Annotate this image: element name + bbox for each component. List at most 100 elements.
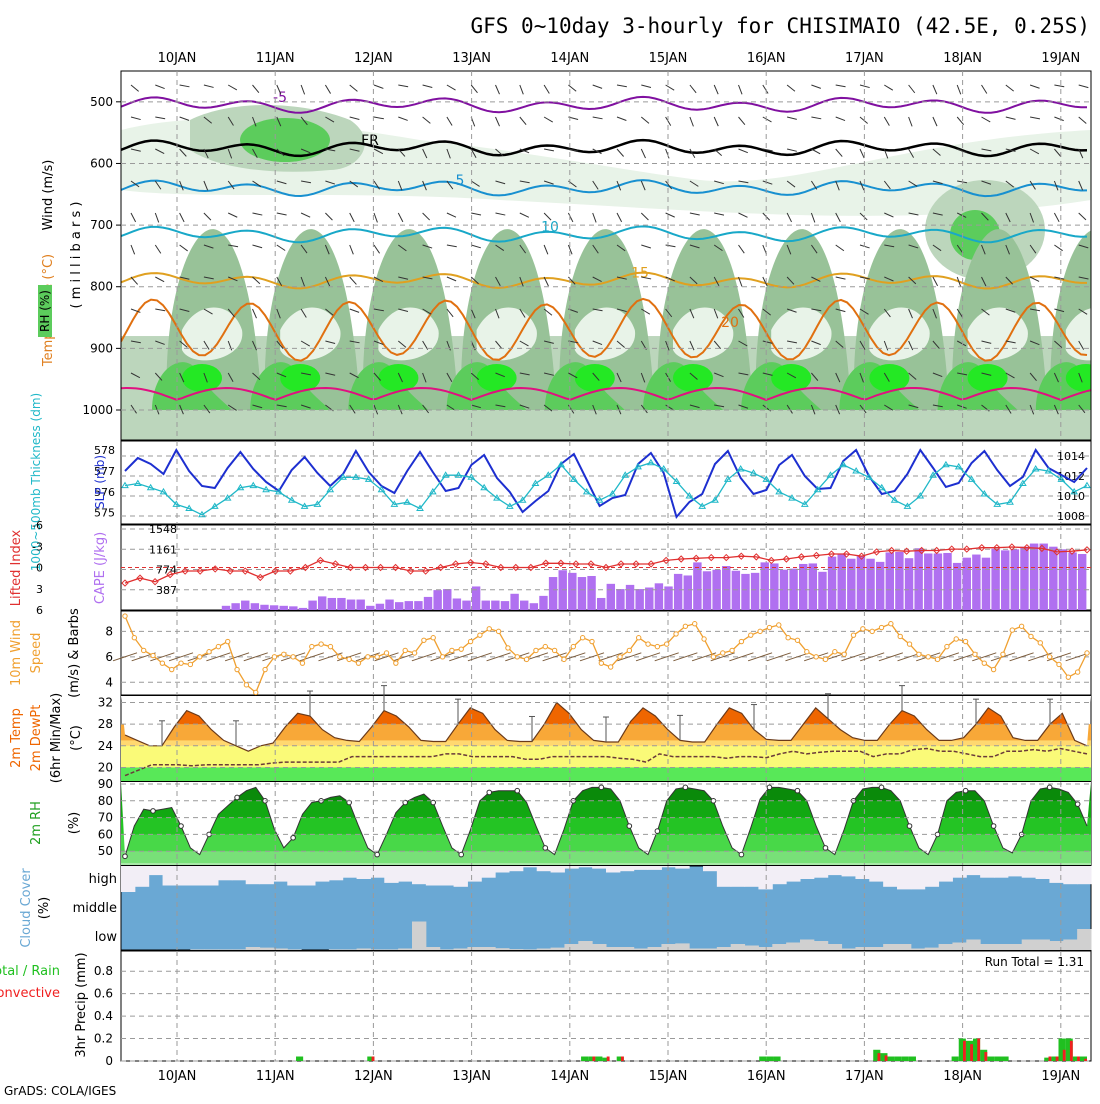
wind-barb bbox=[956, 308, 964, 318]
wind-barb bbox=[252, 308, 257, 319]
li-point bbox=[121, 579, 129, 587]
wind-speed-point bbox=[365, 654, 371, 660]
wind-barb bbox=[1029, 244, 1037, 254]
wind-speed-point bbox=[449, 647, 455, 654]
cape-bar bbox=[673, 573, 683, 610]
cape-bar bbox=[779, 569, 789, 610]
surface-wind-barb bbox=[635, 652, 661, 662]
wind-barb bbox=[616, 276, 627, 280]
li-point bbox=[151, 577, 159, 586]
cloud-high-cell bbox=[509, 866, 524, 872]
wind-barb bbox=[738, 84, 743, 95]
wind-barb bbox=[519, 372, 530, 376]
cloud-high-cell bbox=[592, 866, 607, 869]
wind-barb bbox=[1005, 244, 1010, 255]
wind-speed-point bbox=[197, 654, 203, 660]
thickness-point bbox=[839, 460, 848, 468]
top-date-label: 18JAN bbox=[943, 51, 982, 66]
cloud-low-cell bbox=[841, 948, 856, 950]
cloud-high-cell bbox=[467, 866, 482, 882]
wind-barb bbox=[640, 180, 646, 191]
wind-barb bbox=[519, 404, 530, 409]
surface-wind-barb bbox=[467, 652, 493, 662]
precip-tick-label: 0.6 bbox=[94, 987, 113, 1001]
cape-tick-label: 1548 bbox=[149, 523, 177, 536]
li-point bbox=[752, 553, 761, 561]
thickness-point bbox=[1018, 479, 1027, 487]
wind-barb bbox=[786, 404, 793, 414]
thickness-point bbox=[903, 502, 912, 509]
wind-speed-point bbox=[990, 666, 997, 673]
wind-barb bbox=[349, 308, 360, 313]
wind-speed-point bbox=[514, 654, 520, 660]
wind-barb bbox=[349, 116, 360, 120]
li-point bbox=[677, 555, 685, 563]
wind-barb bbox=[932, 116, 938, 127]
li-point bbox=[617, 560, 625, 568]
wind-barb bbox=[179, 308, 190, 312]
wind-barb bbox=[349, 212, 355, 223]
precip-convective-bar bbox=[1048, 1056, 1052, 1061]
wind-barb bbox=[422, 372, 427, 383]
li-tick-label: 6 bbox=[36, 604, 43, 617]
cape-bar bbox=[924, 553, 933, 610]
rh-shade-dry bbox=[378, 307, 439, 361]
cloud-low-cell bbox=[425, 947, 441, 950]
wind-barb bbox=[349, 276, 357, 285]
li-point bbox=[436, 563, 445, 572]
cloud-high-cell bbox=[1035, 866, 1050, 879]
cloud-high-cell bbox=[412, 866, 427, 885]
wind-barb bbox=[470, 308, 476, 319]
wind-barb bbox=[1078, 180, 1084, 191]
cape-bar bbox=[481, 600, 490, 610]
surface-wind-barb bbox=[1009, 652, 1034, 662]
wind-barb bbox=[956, 276, 962, 287]
wind-barb bbox=[1078, 404, 1086, 414]
cloud-high-cell bbox=[924, 866, 940, 887]
cape-bar bbox=[760, 562, 769, 610]
cloud-low-cell bbox=[370, 949, 385, 950]
thickness-point bbox=[121, 481, 129, 489]
wind-barb bbox=[616, 212, 623, 223]
wind-barb bbox=[786, 276, 795, 285]
cape-bar bbox=[933, 553, 943, 610]
wind-barb bbox=[325, 340, 336, 344]
isotherm-line bbox=[121, 138, 1088, 158]
wind-barb bbox=[1053, 372, 1059, 383]
pressure-tick-label: 700 bbox=[90, 218, 113, 232]
cloud-low-cell bbox=[800, 939, 815, 950]
cloud-high-cell bbox=[980, 866, 995, 878]
thickness-point bbox=[390, 500, 399, 507]
surface-wind-barb bbox=[318, 652, 343, 662]
precip-convective-bar bbox=[1055, 1056, 1059, 1061]
wind-barb bbox=[665, 180, 673, 190]
cloud-high-cell bbox=[439, 866, 455, 886]
wind-barb bbox=[203, 244, 214, 249]
thickness-point bbox=[1031, 465, 1040, 472]
cape-bar bbox=[952, 562, 962, 610]
precip-frame bbox=[120, 950, 1092, 1062]
cape-bar bbox=[289, 606, 298, 610]
wind-barb bbox=[786, 116, 797, 120]
wind-barb bbox=[1078, 116, 1087, 124]
wind-barb bbox=[397, 148, 406, 157]
cloud-low-cell bbox=[855, 947, 870, 950]
precip-total-bar bbox=[951, 1056, 959, 1061]
cape-bar bbox=[1029, 543, 1039, 610]
wind-barb bbox=[738, 244, 745, 254]
cape-bar bbox=[423, 596, 433, 610]
wind-barb bbox=[883, 180, 891, 190]
cloud-low-cell bbox=[550, 947, 565, 950]
wind-speed-point bbox=[402, 647, 408, 654]
cloud-low-cell bbox=[245, 947, 261, 950]
cape-bar bbox=[702, 571, 712, 610]
wind-barb bbox=[762, 308, 771, 316]
wind-barb bbox=[1030, 116, 1041, 120]
wind-barb bbox=[908, 84, 916, 94]
rh-tick-label: 70 bbox=[98, 811, 113, 825]
wind-barb bbox=[908, 340, 914, 351]
wind-barb bbox=[495, 180, 506, 185]
wind-barb bbox=[300, 276, 306, 287]
wind-barb bbox=[835, 276, 846, 280]
wind-barb bbox=[1078, 308, 1088, 315]
